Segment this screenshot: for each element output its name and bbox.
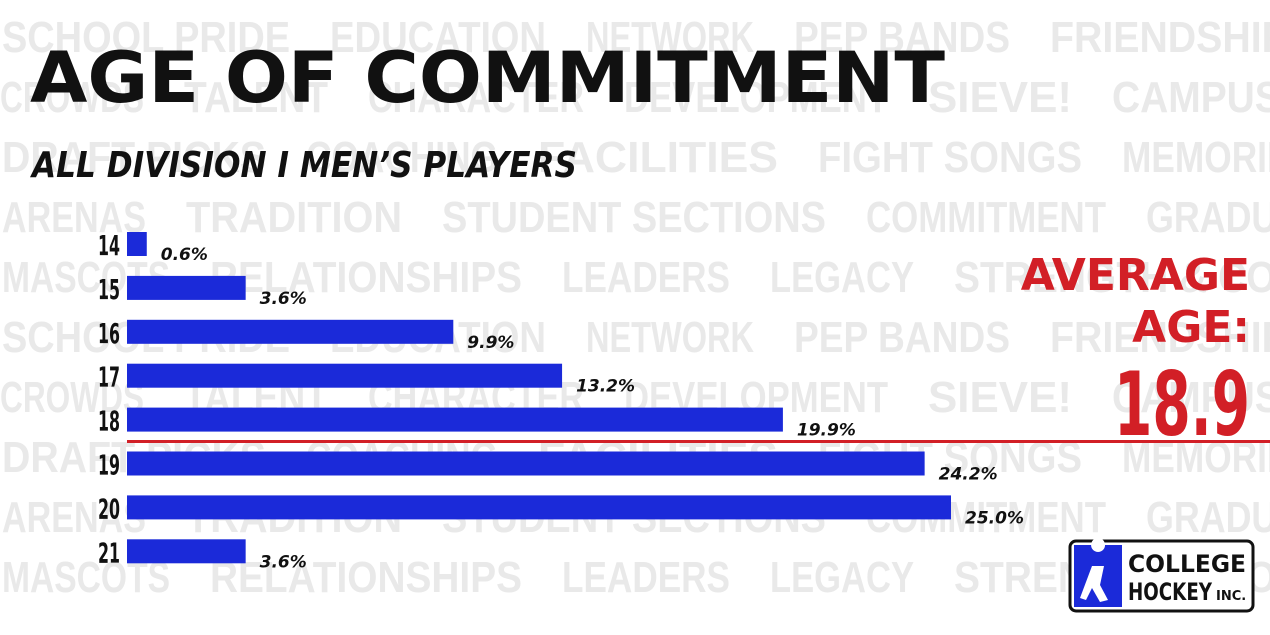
category-label: 20: [98, 492, 120, 525]
logo-text: COLLEGE: [1128, 550, 1246, 578]
value-label: 19.9%: [797, 421, 856, 441]
background-word: CAMPUS LIFE: [1112, 73, 1270, 122]
background-word: PEP BANDS: [794, 13, 1010, 62]
value-label: 0.6%: [161, 245, 208, 265]
background-word: RELATIONSHIPS: [210, 253, 522, 302]
background-word: NETWORK: [586, 313, 754, 362]
bar: [127, 407, 783, 432]
average-label: AVERAGE: [1021, 250, 1250, 301]
bar: [127, 363, 563, 388]
background-word: LEADERS: [562, 553, 730, 602]
background-word: LEADERS: [562, 253, 730, 302]
value-label: 13.2%: [576, 377, 635, 397]
background-word: GRADUATION: [1146, 193, 1270, 242]
category-label: 16: [98, 317, 120, 350]
logo: COLLEGE HOCKEY INC.: [1068, 538, 1255, 613]
background-word: TRADITION: [186, 193, 402, 242]
bar: [127, 495, 951, 520]
value-label: 24.2%: [939, 465, 998, 485]
background-word: MEMORIES: [1122, 133, 1270, 182]
background-word: CROWDS: [0, 373, 144, 422]
background-word: SCHOOL PRIDE: [2, 13, 290, 62]
logo-suffix: INC.: [1216, 589, 1246, 604]
logo-text: HOCKEY: [1128, 578, 1212, 606]
background-word: TALENT: [184, 73, 328, 122]
background-word: SIEVE!: [928, 73, 1072, 122]
bar-chart: 14 0.6% 15 3.6% 16 9.9% 17 13.2% 18 19.9% 19 24.2% 2…: [98, 229, 1270, 572]
background-word: ARENAS: [2, 493, 146, 542]
background-word: CROWDS: [0, 73, 144, 122]
category-label: 15: [98, 273, 120, 306]
bar: [127, 232, 147, 256]
background-word: GRADUATION: [1146, 493, 1270, 542]
background-word: LEGACY: [770, 253, 914, 302]
value-label: 3.6%: [260, 289, 307, 309]
background-word: NETWORK: [586, 13, 754, 62]
background-word: STUDENT SECTIONS: [442, 193, 826, 242]
background-word: COACHING: [306, 133, 498, 182]
background-word: RELATIONSHIPS: [210, 553, 522, 602]
category-label: 21: [98, 536, 120, 569]
background-word: ARENAS: [2, 193, 146, 242]
background-word: FRIENDSHIPS: [1050, 13, 1270, 62]
logo-skater: [1080, 538, 1108, 602]
average-value: 18.9: [1114, 353, 1250, 456]
category-label: 14: [98, 229, 120, 262]
average-label: AGE:: [1132, 302, 1250, 353]
background-word: FACILITIES: [538, 133, 778, 182]
bar: [127, 275, 246, 300]
value-label: 3.6%: [260, 552, 307, 572]
chart-title: AGE OF COMMITMENT: [30, 37, 945, 119]
category-label: 18: [98, 405, 120, 438]
bar: [127, 539, 246, 564]
background-word: COMMITMENT: [866, 193, 1106, 242]
bar: [127, 319, 454, 344]
value-label: 25.0%: [965, 508, 1024, 528]
background-word: DEVELOPMENT: [624, 73, 888, 122]
background-word: LEGACY: [770, 553, 914, 602]
background-word: SIEVE!: [928, 373, 1072, 422]
background-word: DRAFT PICKS: [2, 133, 266, 182]
value-label: 9.9%: [467, 333, 514, 353]
background-word: FRIENDSHIPS: [1050, 313, 1270, 362]
chart-subtitle: ALL DIVISION I MEN’S PLAYERS: [29, 145, 577, 186]
category-label: 17: [98, 361, 120, 394]
background-word: PEP BANDS: [794, 313, 1010, 362]
background-word: CHARACTER: [368, 73, 584, 122]
background-word: STRENGTH & CONDITIONING: [954, 253, 1270, 302]
category-label: 19: [98, 449, 120, 482]
background-word: EDUCATION: [330, 13, 546, 62]
bar: [127, 451, 925, 476]
background-word: FIGHT SONGS: [818, 133, 1082, 182]
background-word: CAMPUS LIFE: [1112, 373, 1270, 422]
